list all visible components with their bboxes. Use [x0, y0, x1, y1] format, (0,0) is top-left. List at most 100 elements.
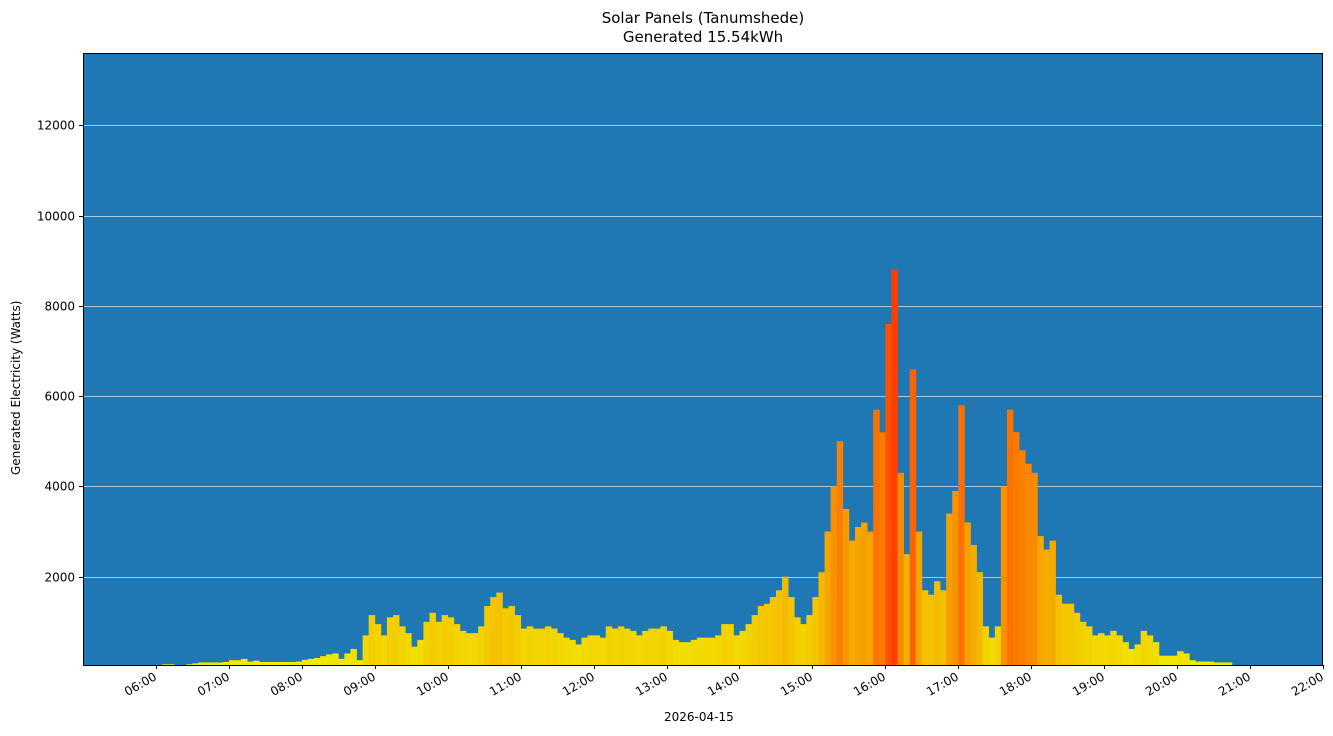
data-bar — [879, 432, 886, 665]
data-bar — [332, 653, 339, 665]
y-axis-ticks: 2000 4000 6000 8000 10000 12000 — [37, 119, 83, 585]
data-bar — [1000, 486, 1008, 665]
data-bar — [599, 637, 607, 665]
data-bar — [775, 590, 783, 665]
x-tick-label: 18:00 — [997, 669, 1034, 698]
data-bar — [575, 644, 582, 665]
data-bar — [788, 597, 795, 665]
data-bar — [1207, 661, 1214, 665]
data-bar — [508, 606, 515, 665]
data-bar — [946, 513, 953, 665]
data-bar — [958, 405, 965, 665]
data-bar — [727, 624, 734, 665]
data-bar — [757, 606, 765, 665]
data-bar — [733, 635, 740, 665]
x-tick-label: 16:00 — [851, 669, 888, 698]
x-axis-label: 2026-04-15 — [664, 710, 734, 724]
data-bar — [739, 630, 746, 665]
data-bar — [836, 441, 844, 665]
data-bar — [909, 369, 917, 665]
data-bar — [806, 615, 813, 665]
x-tick-label: 08:00 — [268, 669, 305, 698]
data-bar — [362, 635, 370, 665]
data-bar — [684, 642, 692, 665]
data-bar — [405, 633, 412, 665]
data-bar — [617, 626, 625, 665]
data-bar — [295, 661, 303, 665]
y-axis-label: Generated Electricity (Watts) — [9, 300, 23, 475]
data-bar — [873, 409, 880, 665]
data-bar — [715, 635, 722, 665]
data-bar — [1110, 630, 1117, 665]
data-bar — [447, 617, 455, 665]
y-tick-label: 12000 — [37, 119, 75, 133]
data-bar — [216, 662, 224, 665]
data-bar — [265, 662, 272, 665]
data-bar — [259, 662, 266, 665]
x-tick-label: 21:00 — [1216, 669, 1253, 698]
data-bar — [526, 626, 534, 665]
data-bar — [423, 621, 430, 665]
data-bar — [198, 662, 205, 665]
data-bar — [782, 576, 789, 665]
data-bar — [1128, 648, 1135, 665]
y-tick-label: 2000 — [44, 571, 75, 585]
data-bar — [490, 597, 497, 665]
y-tick-label: 8000 — [44, 300, 75, 314]
data-bar — [921, 590, 929, 665]
data-bar — [326, 654, 333, 665]
data-bar — [192, 663, 199, 665]
data-bar — [1225, 662, 1233, 665]
data-bar — [496, 592, 503, 665]
data-bar — [1067, 603, 1075, 665]
data-bar — [313, 657, 321, 665]
data-bar — [1055, 594, 1063, 665]
data-bar — [441, 615, 449, 665]
data-bar — [751, 615, 759, 665]
x-tick-label: 12:00 — [560, 669, 597, 698]
data-bar — [1085, 626, 1093, 665]
data-bar — [1152, 642, 1160, 665]
data-bar — [1013, 432, 1020, 665]
data-bar — [228, 660, 236, 665]
data-bar — [1037, 536, 1044, 665]
data-bar — [952, 490, 959, 665]
data-bar — [1049, 540, 1056, 665]
data-bar — [976, 572, 984, 665]
data-bar — [393, 615, 400, 665]
data-bar — [210, 662, 218, 665]
data-bar — [703, 637, 710, 665]
data-bar — [168, 664, 175, 665]
data-bar — [696, 637, 704, 665]
data-bar — [940, 590, 947, 665]
data-bar — [1079, 621, 1087, 665]
data-bar — [453, 624, 461, 665]
x-tick-label: 06:00 — [122, 669, 159, 698]
data-bar — [472, 633, 479, 665]
data-bar — [891, 269, 898, 665]
data-bar — [861, 522, 868, 665]
data-bar — [162, 664, 169, 665]
data-bar — [982, 626, 990, 665]
x-tick-label: 15:00 — [778, 669, 815, 698]
data-bar — [253, 660, 260, 665]
data-bar — [277, 662, 284, 665]
data-bar — [848, 540, 856, 665]
data-bar — [1006, 409, 1014, 665]
data-bar — [338, 658, 345, 665]
data-bar — [374, 624, 382, 665]
data-bar — [903, 554, 911, 665]
data-bar — [721, 624, 728, 665]
data-bar — [532, 628, 540, 665]
data-bar — [344, 653, 351, 665]
chart-title: Solar Panels (Tanumshede) — [601, 9, 805, 27]
data-bar — [636, 635, 643, 665]
data-bar — [927, 594, 935, 665]
data-bar — [1158, 655, 1166, 665]
data-bar — [581, 637, 588, 665]
data-bar — [247, 661, 254, 665]
y-tick-label: 10000 — [37, 210, 75, 224]
data-bar — [1219, 662, 1227, 665]
data-bar — [417, 639, 424, 665]
x-tick-label: 09:00 — [341, 669, 378, 698]
